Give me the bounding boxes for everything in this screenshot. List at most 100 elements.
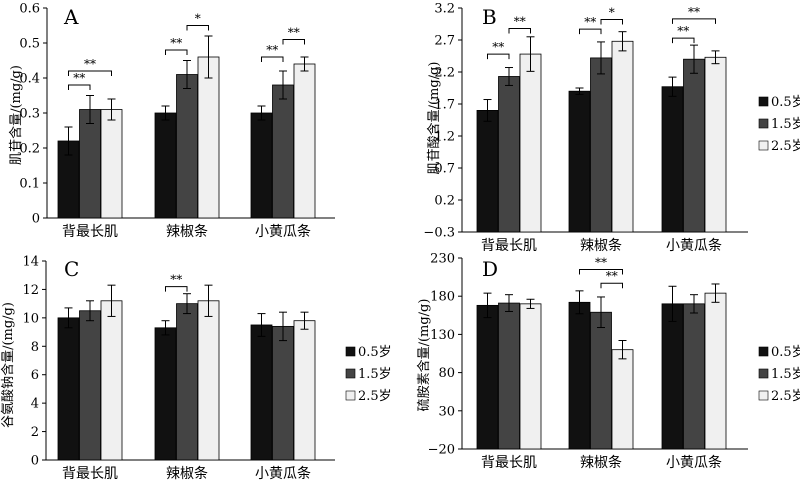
category-label: 小黄瓜条 <box>255 223 311 240</box>
panel-b-letter: B <box>482 5 497 29</box>
significance-bracket <box>261 56 284 62</box>
legend-label-0-5: 0.5岁 <box>771 95 800 110</box>
bar-3-1-2 <box>611 349 634 450</box>
bar-1-1-1 <box>590 57 612 233</box>
legend-label-0-5: 0.5岁 <box>771 345 800 360</box>
bar-0-2-0 <box>250 112 273 219</box>
y-tick-label: 8 <box>31 340 39 355</box>
y-tick-label: 0.2 <box>19 142 40 157</box>
significance-label: ** <box>84 57 96 71</box>
y-tick-label: 2 <box>31 425 39 440</box>
category-label: 背最长肌 <box>481 455 537 471</box>
bar-1-0-0 <box>476 110 499 233</box>
significance-label: ** <box>514 14 526 28</box>
bar-3-2-2 <box>704 292 727 450</box>
significance-bracket <box>600 282 623 289</box>
bar-1-0-1 <box>498 76 520 233</box>
significance-label: ** <box>492 40 504 54</box>
significance-bracket <box>579 268 623 275</box>
bar-0-1-2 <box>197 56 220 219</box>
significance-label: ** <box>73 71 85 85</box>
significance-bracket <box>165 286 188 292</box>
legend-label-2-5: 2.5岁 <box>771 139 800 154</box>
legend-label-1-5: 1.5岁 <box>771 117 800 132</box>
panel-c: C 谷氨酸钠含量/(mg/g) 0 2 4 6 8 10 12 14 背最长肌 辣椒条 小黄瓜条 ** <box>0 255 335 481</box>
legend-swatch-2-5 <box>758 390 769 401</box>
significance-bracket <box>68 70 112 76</box>
bar-3-0-1 <box>498 302 520 450</box>
bar-0-1-0 <box>154 112 177 219</box>
bar-2-1-0 <box>154 327 177 461</box>
y-tick-label: 1.7 <box>434 98 455 113</box>
legend-label-2-5: 2.5岁 <box>771 389 800 404</box>
y-tick-label: 12 <box>22 283 39 298</box>
y-tick-label: 0.7 <box>434 162 455 177</box>
y-tick-label: 0.5 <box>19 37 40 52</box>
y-tick-label: 0 <box>31 454 39 469</box>
y-tick-label: 0.1 <box>19 177 40 192</box>
bar-1-2-2 <box>704 56 727 233</box>
y-tick-label: 6 <box>31 368 39 383</box>
panel-a-letter: A <box>63 5 79 29</box>
y-tick-label: 0.2 <box>434 194 455 209</box>
significance-label: ** <box>677 24 689 38</box>
bar-2-0-0 <box>57 317 80 461</box>
y-tick-label: 3.2 <box>434 2 455 17</box>
significance-label: ** <box>606 269 618 283</box>
legend-label-0-5: 0.5岁 <box>358 345 392 360</box>
y-tick-label: 1.2 <box>434 130 455 145</box>
legend-left-bottom: 0.5岁 1.5岁 2.5岁 <box>345 345 392 404</box>
significance-label: ** <box>688 5 700 19</box>
panel-a-ylabel: 肌苷含量/(mg/g) <box>8 65 24 165</box>
bar-1-2-0 <box>661 86 684 233</box>
significance-bracket <box>508 27 531 34</box>
legend-swatch-1-5 <box>758 368 769 379</box>
y-tick-label: 2.7 <box>434 34 455 49</box>
y-tick-label: 2.2 <box>434 66 455 81</box>
panel-d: D 硫胺素含量/(mg/g) −20 30 80 130 180 230 背最长肌 辣椒条 小黄… <box>416 252 748 471</box>
bar-3-1-1 <box>590 311 612 450</box>
bar-2-1-1 <box>176 303 198 461</box>
significance-bracket <box>672 18 716 24</box>
y-tick-label: 0.3 <box>19 107 40 122</box>
y-tick-label: 0.4 <box>19 72 40 87</box>
significance-label: ** <box>584 15 596 29</box>
significance-label: ** <box>595 255 607 269</box>
legend-label-1-5: 1.5岁 <box>771 367 800 382</box>
bar-3-2-0 <box>661 303 684 450</box>
legend-swatch-1-5 <box>345 368 356 379</box>
category-label: 小黄瓜条 <box>666 454 722 471</box>
y-tick-label: 0.6 <box>19 2 40 17</box>
significance-bracket <box>579 28 602 35</box>
category-label: 背最长肌 <box>62 224 118 240</box>
bar-1-1-0 <box>568 90 591 233</box>
panel-d-letter: D <box>482 257 498 281</box>
significance-bracket <box>487 53 510 60</box>
category-label: 辣椒条 <box>166 465 208 481</box>
significance-label: ** <box>288 26 300 40</box>
y-tick-label: −0.3 <box>423 226 455 241</box>
significance-bracket <box>672 37 695 44</box>
significance-bracket <box>68 84 91 90</box>
bar-0-0-2 <box>100 109 123 219</box>
y-tick-label: 130 <box>430 328 455 343</box>
bar-0-2-1 <box>272 84 294 219</box>
panel-c-letter: C <box>64 257 79 281</box>
bar-0-0-1 <box>79 109 101 219</box>
panel-d-ylabel: 硫胺素含量/(mg/g) <box>416 299 432 412</box>
significance-bracket <box>186 25 209 31</box>
significance-label: ** <box>266 43 278 57</box>
category-label: 辣椒条 <box>580 237 622 254</box>
legend-swatch-0-5 <box>345 346 356 357</box>
category-label: 辣椒条 <box>580 454 622 471</box>
bar-3-2-1 <box>683 303 705 450</box>
legend-label-1-5: 1.5岁 <box>358 367 392 382</box>
bar-2-2-1 <box>272 325 294 461</box>
legend-swatch-2-5 <box>345 390 356 401</box>
bar-3-0-2 <box>519 303 542 450</box>
category-label: 辣椒条 <box>166 223 208 240</box>
bar-2-0-2 <box>100 300 123 461</box>
significance-bracket <box>600 19 623 25</box>
legend-right-top: 0.5岁 1.5岁 2.5岁 <box>758 95 800 154</box>
